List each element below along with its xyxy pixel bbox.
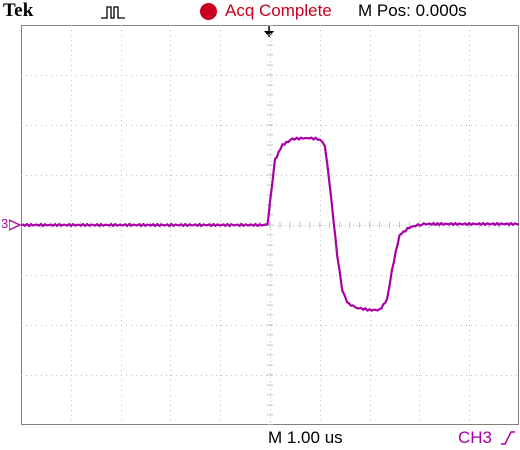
acq-status-indicator-icon [200, 3, 217, 20]
timebase-readout: M 1.00 us [268, 428, 343, 447]
status-footer: M 1.00 us CH3 [0, 426, 520, 450]
brand-logo: Tek [3, 0, 34, 21]
rising-edge-icon [501, 431, 515, 445]
ch3-marker-label: 3 [1, 216, 9, 231]
trigger-source-readout: CH3 [458, 428, 493, 447]
ch3-ground-marker: 3 [0, 216, 22, 234]
pulse-trigger-icon [101, 6, 125, 19]
acq-status-text: Acq Complete [225, 1, 332, 20]
status-header: Tek Acq Complete M Pos: 0.000s [0, 0, 520, 22]
oscilloscope-display [21, 25, 519, 425]
horizontal-position-readout: M Pos: 0.000s [358, 1, 467, 20]
ch3-waveform-trace [21, 136, 519, 312]
arrow-right-icon [9, 219, 21, 231]
